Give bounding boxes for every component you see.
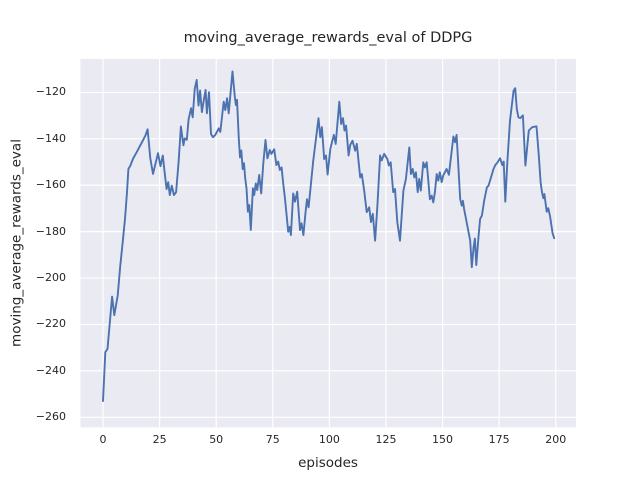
- y-tick-label: −240: [35, 363, 66, 377]
- y-tick-label: −140: [35, 131, 66, 145]
- x-tick-label: 50: [209, 433, 224, 446]
- y-tick-label: −160: [35, 178, 66, 192]
- x-tick-label: 200: [545, 433, 567, 446]
- x-tick-label: 150: [432, 433, 454, 446]
- x-tick-label: 125: [375, 433, 397, 446]
- x-tick-label: 0: [99, 433, 107, 446]
- x-tick-label: 100: [318, 433, 340, 446]
- y-tick-label: −220: [35, 317, 66, 331]
- x-tick-label: 75: [265, 433, 280, 446]
- reward-line: [102, 70, 556, 403]
- x-axis-label: episodes: [298, 455, 358, 471]
- y-tick-label: −200: [35, 271, 66, 285]
- x-tick-label: 25: [152, 433, 167, 446]
- y-tick-label: −260: [35, 410, 66, 424]
- y-axis-label: moving_average_rewards_eval: [8, 139, 25, 347]
- chart-title: moving_average_rewards_eval of DDPG: [183, 30, 473, 46]
- y-tick-label: −180: [35, 224, 66, 238]
- y-tick-label: −120: [35, 85, 66, 99]
- plot-area: [80, 59, 576, 428]
- x-tick-label: 175: [488, 433, 510, 446]
